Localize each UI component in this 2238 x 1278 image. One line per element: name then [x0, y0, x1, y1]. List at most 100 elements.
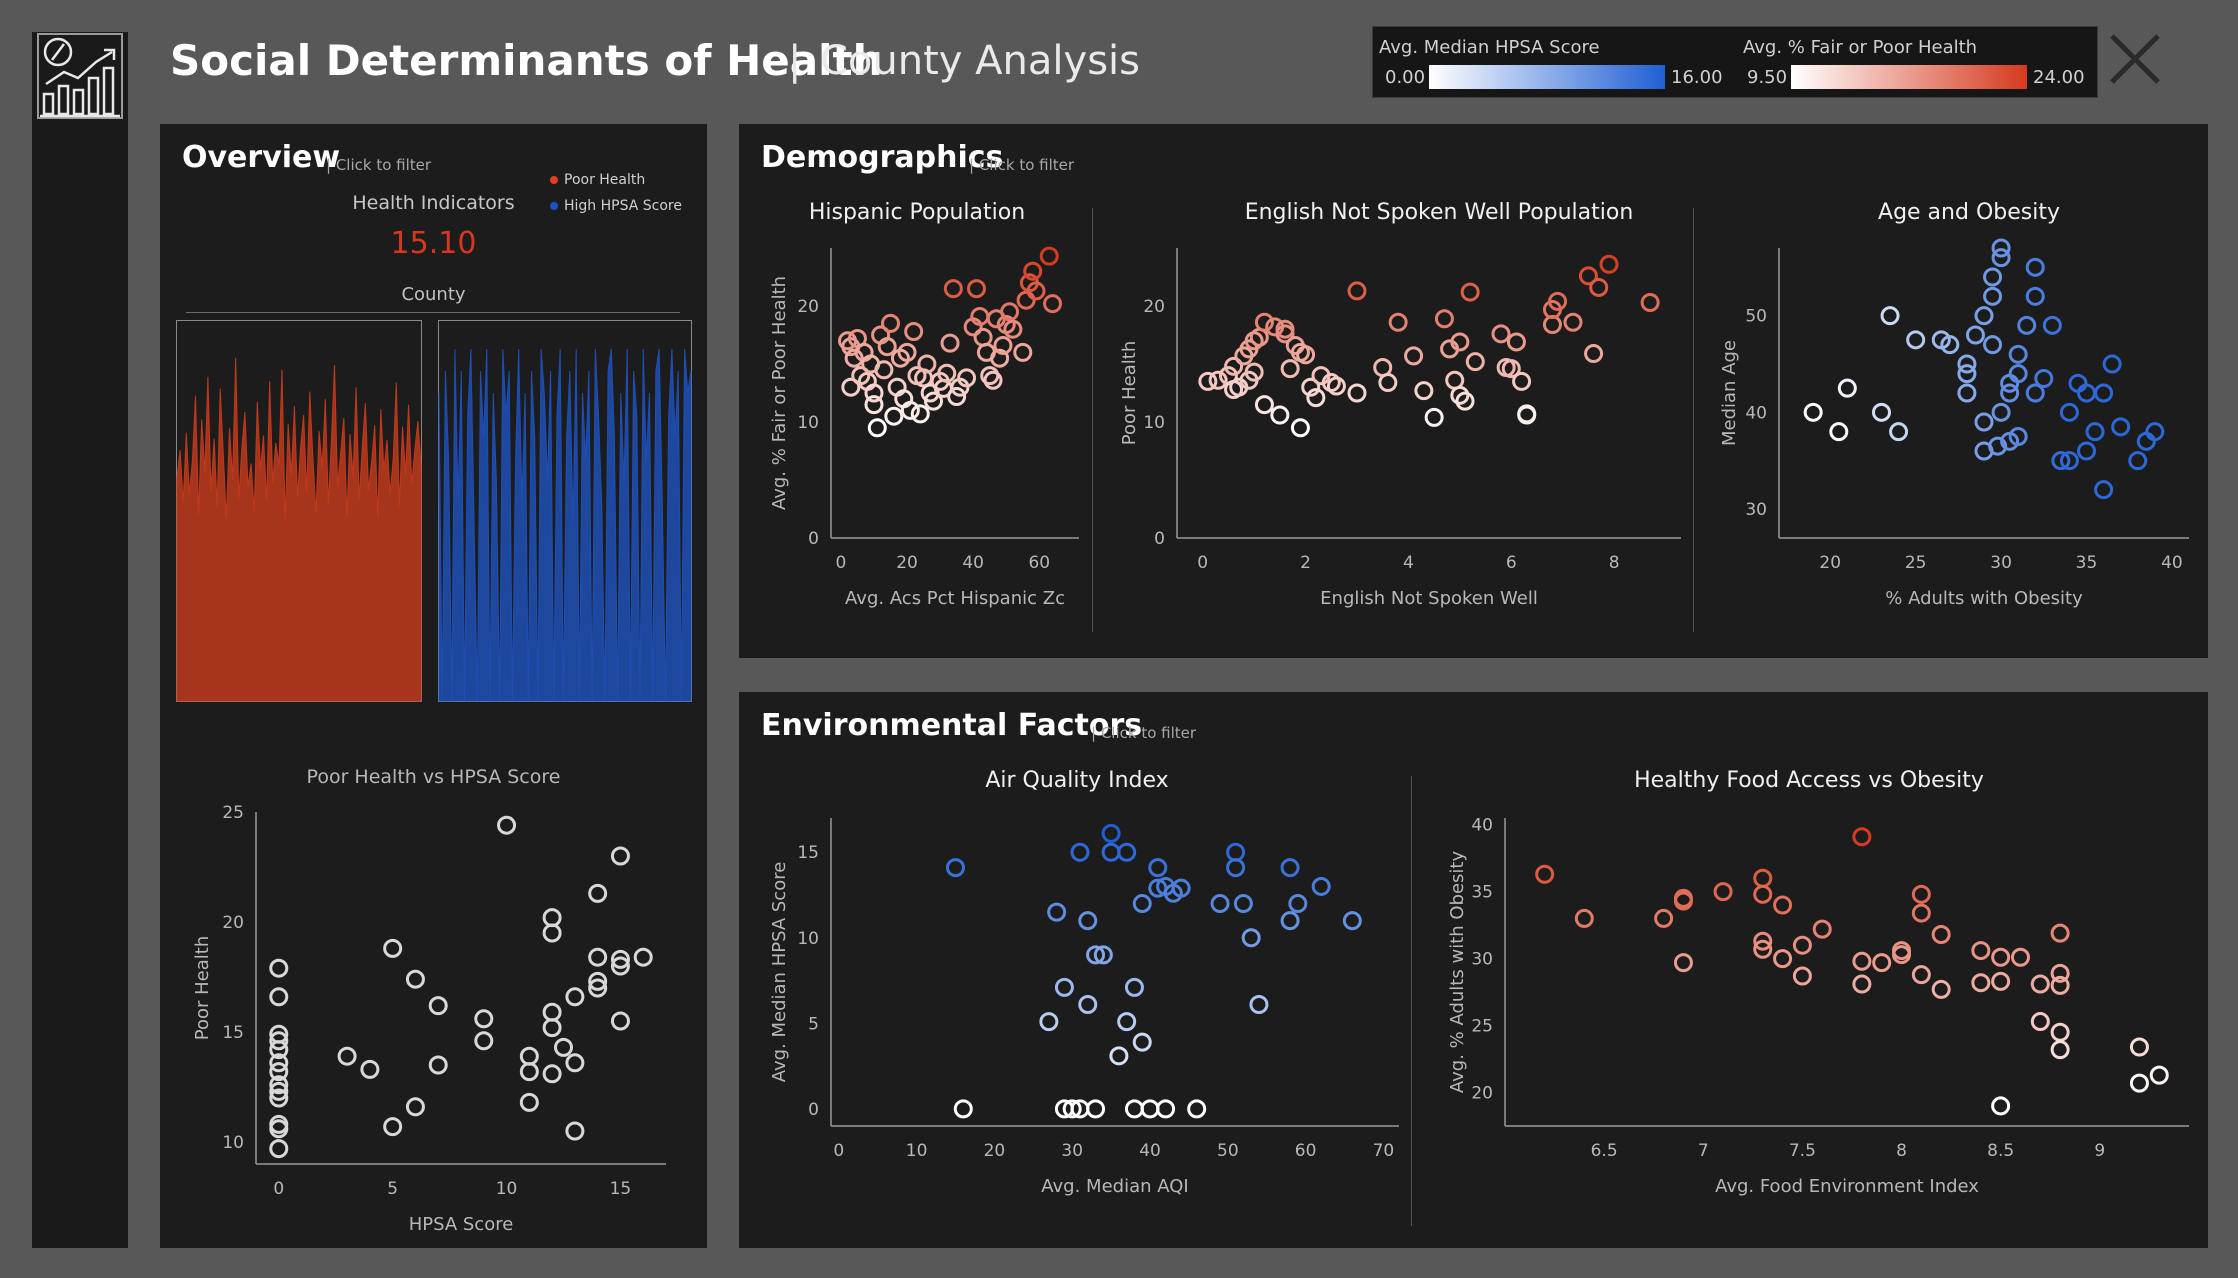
data-point[interactable] [383, 938, 403, 958]
data-point[interactable] [1983, 335, 2003, 355]
data-point[interactable] [2050, 1022, 2070, 1042]
data-point[interactable] [1713, 882, 1733, 902]
data-point[interactable] [1673, 891, 1693, 911]
data-point[interactable] [1548, 291, 1568, 311]
data-point[interactable] [864, 383, 884, 403]
data-point[interactable] [973, 327, 993, 347]
food-access-vs-obesity-chart[interactable]: 6.5 7 7.5 8 8.5 9 20 25 30 35 40 Avg. Food Environm… [1429, 798, 2199, 1238]
data-point[interactable] [1535, 864, 1555, 884]
data-point[interactable] [633, 947, 653, 967]
data-point[interactable] [1039, 246, 1059, 266]
data-point[interactable] [1450, 332, 1470, 352]
data-point[interactable] [1013, 342, 1033, 362]
data-point[interactable] [428, 996, 448, 1016]
data-point[interactable] [1117, 842, 1137, 862]
data-point[interactable] [1301, 377, 1321, 397]
poor-health-vs-hpsa-chart[interactable]: 0 5 10 15 10 15 20 25 HPSA Score Poor Health [166, 792, 696, 1232]
data-point[interactable] [983, 370, 1003, 390]
data-point[interactable] [1589, 277, 1609, 297]
data-point[interactable] [1039, 1012, 1059, 1032]
data-point[interactable] [1852, 974, 1872, 994]
data-point[interactable] [2010, 947, 2030, 967]
data-point[interactable] [405, 969, 425, 989]
data-point[interactable] [2077, 441, 2096, 461]
data-point[interactable] [1424, 407, 1444, 427]
data-point[interactable] [1117, 1012, 1137, 1032]
data-point[interactable] [1288, 894, 1308, 914]
data-point[interactable] [2030, 1012, 2050, 1032]
data-point[interactable] [1753, 884, 1773, 904]
data-point[interactable] [1280, 359, 1300, 379]
data-point[interactable] [900, 400, 920, 420]
data-point[interactable] [2008, 364, 2028, 384]
data-point[interactable] [1187, 1099, 1207, 1119]
data-point[interactable] [1812, 919, 1832, 939]
data-point[interactable] [1140, 1099, 1160, 1119]
data-point[interactable] [269, 1081, 289, 1101]
data-point[interactable] [1148, 858, 1168, 878]
data-point[interactable] [1792, 966, 1812, 986]
data-point[interactable] [1957, 354, 1977, 374]
data-point[interactable] [1101, 823, 1121, 843]
data-point[interactable] [1275, 319, 1295, 339]
data-point[interactable] [957, 368, 977, 388]
data-point[interactable] [2145, 422, 2165, 442]
data-point[interactable] [337, 1046, 357, 1066]
data-point[interactable] [2102, 354, 2122, 374]
data-point[interactable] [1254, 312, 1274, 332]
data-point[interactable] [1132, 1032, 1152, 1052]
data-point[interactable] [1296, 345, 1316, 365]
data-point[interactable] [910, 404, 930, 424]
data-point[interactable] [269, 1139, 289, 1159]
data-point[interactable] [474, 1031, 494, 1051]
data-point[interactable] [269, 987, 289, 1007]
data-point[interactable] [405, 1097, 425, 1117]
data-point[interactable] [1991, 402, 2011, 422]
data-point[interactable] [1640, 293, 1660, 313]
data-point[interactable] [1506, 332, 1526, 352]
data-point[interactable] [1673, 953, 1693, 973]
data-point[interactable] [1093, 945, 1113, 965]
data-point[interactable] [1803, 402, 1823, 422]
data-point[interactable] [2000, 383, 2020, 403]
data-point[interactable] [1872, 402, 1891, 422]
data-point[interactable] [2030, 974, 2050, 994]
data-point[interactable] [610, 1011, 630, 1031]
overview-panel[interactable]: Overview | Click to filter Poor Health H… [160, 124, 707, 1248]
data-point[interactable] [1347, 383, 1367, 403]
data-point[interactable] [1224, 356, 1244, 376]
data-point[interactable] [610, 846, 630, 866]
data-point[interactable] [1931, 979, 1951, 999]
data-point[interactable] [610, 949, 630, 969]
data-point[interactable] [1124, 977, 1144, 997]
data-point[interactable] [542, 1018, 562, 1038]
data-point[interactable] [1101, 842, 1121, 862]
data-point[interactable] [1578, 266, 1598, 286]
data-point[interactable] [1892, 945, 1912, 965]
data-point[interactable] [1753, 939, 1773, 959]
data-point[interactable] [2129, 1037, 2149, 1057]
data-point[interactable] [1124, 1099, 1144, 1119]
data-point[interactable] [1054, 977, 1074, 997]
data-point[interactable] [1109, 1046, 1129, 1066]
data-point[interactable] [1226, 858, 1246, 878]
data-point[interactable] [1773, 895, 1793, 915]
data-point[interactable] [1971, 973, 1991, 993]
data-point[interactable] [1991, 971, 2011, 991]
close-icon[interactable] [2108, 32, 2162, 86]
data-point[interactable] [1078, 911, 1098, 931]
environmental-panel[interactable]: Environmental Factors | Click to filter … [739, 692, 2208, 1248]
data-point[interactable] [881, 313, 901, 333]
data-point[interactable] [474, 1009, 494, 1029]
data-point[interactable] [1026, 281, 1046, 301]
data-point[interactable] [519, 1062, 539, 1082]
data-point[interactable] [2111, 417, 2131, 437]
data-point[interactable] [1983, 267, 2003, 287]
data-point[interactable] [1906, 330, 1926, 350]
data-point[interactable] [884, 406, 904, 426]
data-point[interactable] [1829, 422, 1849, 442]
data-point[interactable] [2059, 451, 2079, 471]
data-point[interactable] [943, 279, 963, 299]
data-point[interactable] [1971, 941, 1991, 961]
data-point[interactable] [1491, 324, 1511, 344]
